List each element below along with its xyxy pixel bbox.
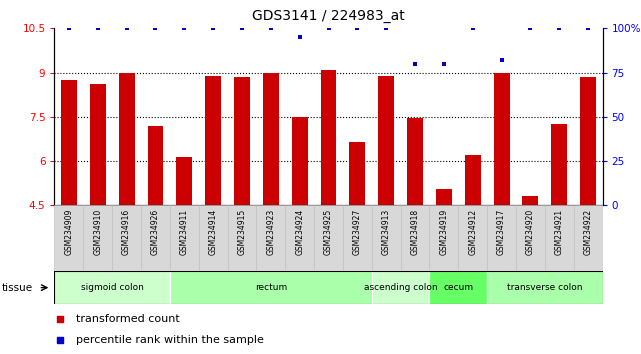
Point (353, 25, 363, 31)
Bar (199, 205, 228, 271)
Bar (372, 205, 401, 271)
Point (265, 25, 276, 31)
Bar (54, 271, 170, 304)
Text: GSM234919: GSM234919 (439, 209, 449, 255)
Text: GSM234926: GSM234926 (151, 209, 160, 255)
Bar (61, 80, 77, 205)
Bar (205, 75, 221, 205)
Point (525, 25, 535, 31)
Text: transformed count: transformed count (76, 314, 180, 324)
Bar (285, 205, 314, 271)
Bar (458, 205, 487, 271)
Bar (90, 84, 106, 205)
Text: GSM234912: GSM234912 (468, 209, 478, 255)
Text: GSM234925: GSM234925 (324, 209, 333, 255)
Text: GSM234921: GSM234921 (554, 209, 564, 255)
Text: GSM234913: GSM234913 (381, 209, 391, 255)
Bar (372, 271, 429, 304)
Bar (522, 196, 538, 205)
Bar (176, 156, 192, 205)
Bar (228, 205, 256, 271)
Bar (320, 70, 337, 205)
Bar (580, 77, 596, 205)
Point (122, 25, 132, 31)
Text: tissue: tissue (1, 282, 33, 293)
Bar (234, 77, 250, 205)
Text: sigmoid colon: sigmoid colon (81, 283, 144, 292)
Point (373, 230, 383, 235)
Bar (314, 205, 343, 271)
Text: GSM234922: GSM234922 (583, 209, 593, 255)
Bar (119, 73, 135, 205)
Bar (112, 205, 141, 271)
Text: GSM234915: GSM234915 (237, 209, 247, 255)
Text: cecum: cecum (444, 283, 473, 292)
Point (150, 25, 160, 31)
Point (583, 25, 594, 31)
Point (294, 34, 305, 40)
Bar (256, 205, 285, 271)
Bar (436, 189, 452, 205)
Bar (292, 117, 308, 205)
Point (438, 61, 449, 67)
Bar (349, 142, 365, 205)
Bar (487, 271, 603, 304)
Bar (551, 124, 567, 205)
Text: GSM234916: GSM234916 (122, 209, 131, 255)
Point (554, 25, 564, 31)
Bar (429, 271, 487, 304)
Point (496, 57, 506, 63)
Point (64, 25, 74, 31)
Point (410, 61, 420, 67)
Bar (487, 205, 516, 271)
Point (208, 25, 218, 31)
Bar (545, 205, 574, 271)
Point (323, 25, 333, 31)
Text: GSM234909: GSM234909 (64, 209, 74, 255)
Text: percentile rank within the sample: percentile rank within the sample (76, 335, 264, 345)
Point (381, 25, 391, 31)
Text: GSM234927: GSM234927 (353, 209, 362, 255)
Bar (170, 271, 372, 304)
Text: GSM234920: GSM234920 (526, 209, 535, 255)
Bar (574, 205, 603, 271)
Text: rectum: rectum (254, 283, 287, 292)
Bar (141, 205, 170, 271)
Text: GSM234914: GSM234914 (208, 209, 218, 255)
Bar (54, 205, 83, 271)
Bar (465, 155, 481, 205)
Bar (494, 73, 510, 205)
Bar (378, 75, 394, 205)
Text: GSM234910: GSM234910 (93, 209, 103, 255)
Text: GSM234917: GSM234917 (497, 209, 506, 255)
Point (93, 25, 103, 31)
Text: GSM234924: GSM234924 (295, 209, 304, 255)
Text: GDS3141 / 224983_at: GDS3141 / 224983_at (252, 9, 405, 23)
Bar (407, 118, 423, 205)
Text: ascending colon: ascending colon (364, 283, 437, 292)
Bar (170, 205, 199, 271)
Point (373, 37, 383, 42)
Bar (83, 205, 112, 271)
Bar (263, 73, 279, 205)
Point (467, 25, 478, 31)
Text: transverse colon: transverse colon (507, 283, 583, 292)
Text: GSM234918: GSM234918 (410, 209, 420, 255)
Bar (343, 205, 372, 271)
Point (179, 25, 190, 31)
Bar (516, 205, 545, 271)
Bar (401, 205, 429, 271)
Bar (147, 126, 163, 205)
Bar (429, 205, 458, 271)
Text: GSM234911: GSM234911 (179, 209, 189, 255)
Point (237, 25, 247, 31)
Text: GSM234923: GSM234923 (266, 209, 276, 255)
